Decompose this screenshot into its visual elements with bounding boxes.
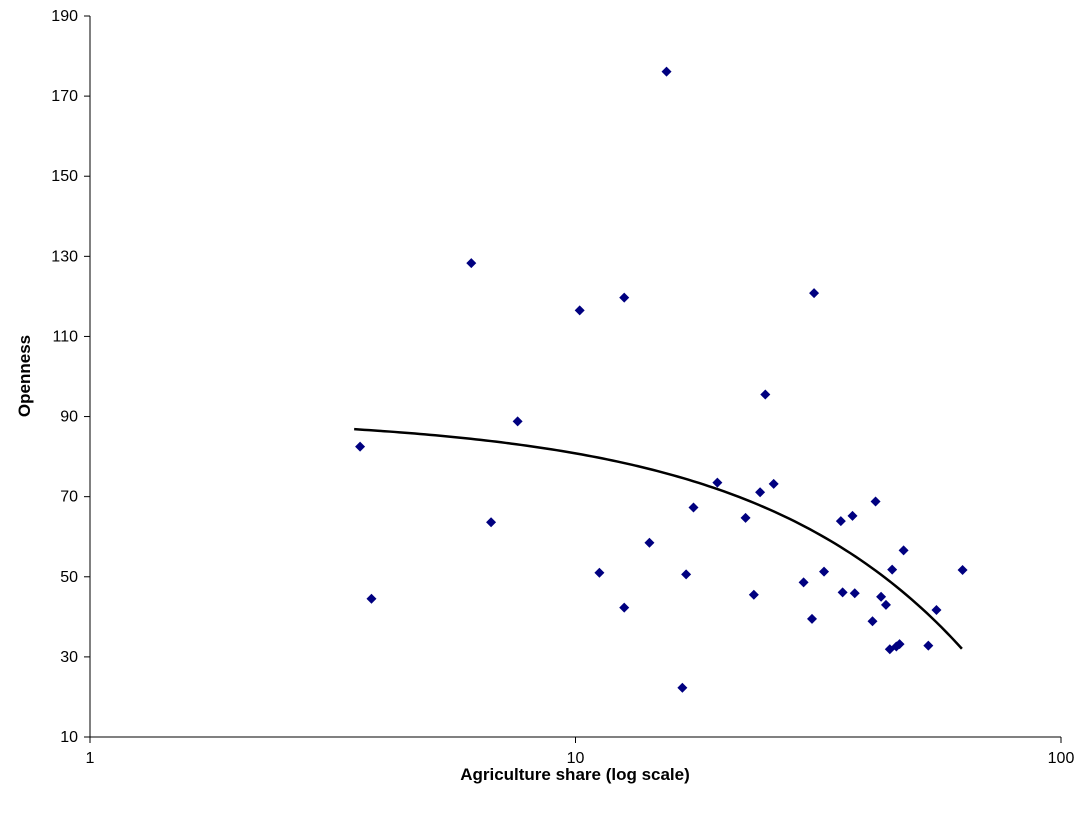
y-axis-ticks: 10 30 50 70 90 110 130 150 170 190 bbox=[51, 8, 90, 746]
data-point bbox=[819, 566, 830, 577]
data-point bbox=[681, 569, 692, 580]
data-point bbox=[677, 682, 688, 693]
y-tick-label: 30 bbox=[60, 649, 78, 666]
data-point bbox=[512, 416, 523, 427]
y-tick-label: 10 bbox=[60, 729, 78, 746]
data-point bbox=[740, 512, 751, 523]
x-tick-label: 10 bbox=[567, 750, 585, 767]
data-point bbox=[644, 537, 655, 548]
data-point bbox=[923, 640, 934, 651]
y-tick-label: 170 bbox=[51, 88, 78, 105]
data-point bbox=[748, 589, 759, 600]
data-point bbox=[760, 389, 771, 400]
data-point bbox=[619, 602, 630, 613]
x-axis-ticks: 1 10 100 bbox=[86, 737, 1075, 767]
data-point bbox=[876, 591, 887, 602]
data-point bbox=[712, 477, 723, 488]
data-point bbox=[486, 517, 497, 528]
data-point bbox=[688, 502, 699, 513]
data-point bbox=[931, 605, 942, 616]
data-point bbox=[807, 613, 818, 624]
y-tick-label: 50 bbox=[60, 569, 78, 586]
data-point bbox=[798, 577, 809, 588]
data-point bbox=[867, 616, 878, 627]
trendline-layer bbox=[354, 427, 963, 650]
x-tick-label: 1 bbox=[86, 750, 95, 767]
data-point bbox=[837, 587, 848, 598]
data-point bbox=[894, 639, 905, 650]
data-point bbox=[849, 588, 860, 599]
data-point bbox=[809, 288, 820, 299]
y-tick-label: 150 bbox=[51, 168, 78, 185]
y-tick-label: 110 bbox=[52, 328, 78, 345]
data-point bbox=[768, 478, 779, 489]
y-axis-title: Openness bbox=[15, 335, 34, 417]
plot-area bbox=[89, 16, 1061, 738]
data-point bbox=[847, 510, 858, 521]
data-point bbox=[755, 487, 766, 498]
y-tick-label: 70 bbox=[60, 489, 78, 506]
data-point bbox=[870, 496, 881, 507]
x-tick-label: 100 bbox=[1048, 750, 1075, 767]
data-point bbox=[880, 599, 891, 610]
x-axis-title: Agriculture share (log scale) bbox=[460, 765, 690, 784]
y-tick-label: 190 bbox=[51, 8, 78, 25]
data-point bbox=[466, 258, 477, 269]
data-point bbox=[957, 564, 968, 575]
data-point bbox=[835, 516, 846, 527]
y-tick-label: 130 bbox=[51, 248, 78, 265]
trendline bbox=[354, 427, 963, 650]
data-point bbox=[887, 564, 898, 575]
y-tick-label: 90 bbox=[60, 409, 78, 426]
data-point bbox=[898, 545, 909, 556]
data-points bbox=[355, 66, 968, 693]
data-point bbox=[619, 292, 630, 303]
data-point bbox=[594, 567, 605, 578]
data-point bbox=[366, 593, 377, 604]
data-point bbox=[661, 66, 672, 77]
data-point bbox=[355, 441, 366, 452]
data-point bbox=[574, 305, 585, 316]
